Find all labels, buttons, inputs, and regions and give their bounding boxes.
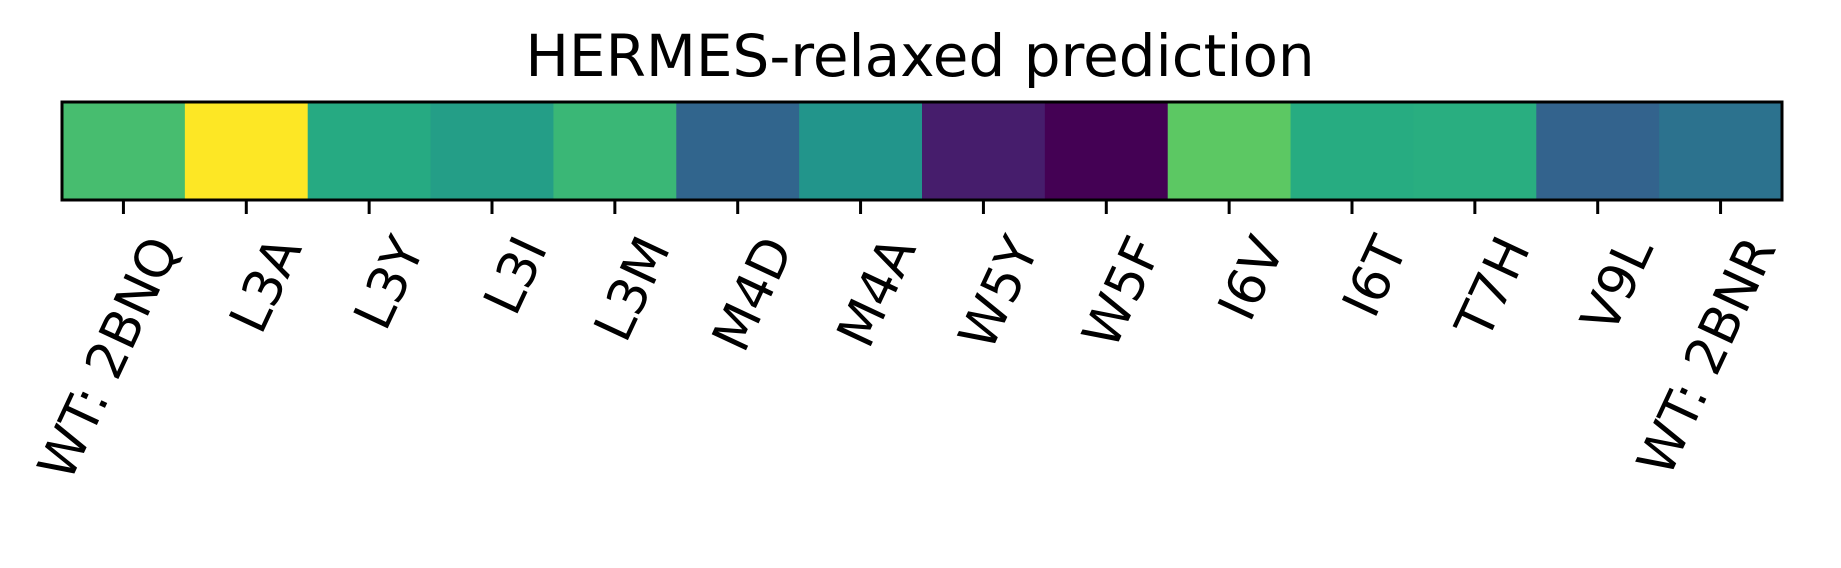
heatmap-cell <box>1290 102 1415 200</box>
heatmap-cell <box>1167 102 1292 200</box>
heatmap-cell <box>1413 102 1537 200</box>
heatmap-cell <box>676 102 800 200</box>
heatmap-cell <box>799 102 923 200</box>
heatmap-cell <box>1536 102 1660 200</box>
x-tick-label: W5Y <box>948 228 1052 359</box>
x-tick-label: I6V <box>1207 228 1297 330</box>
heatmap-cell <box>553 102 677 200</box>
x-tick-label: L3A <box>219 228 315 342</box>
x-tick-label: M4A <box>826 228 929 357</box>
x-tick-label: M4D <box>701 228 805 360</box>
chart-title: HERMES-relaxed prediction <box>525 22 1314 90</box>
heatmap-cell <box>1659 102 1783 200</box>
x-tick-label: L3I <box>473 228 560 323</box>
x-tick-label: WT: 2BNQ <box>27 228 191 489</box>
heatmap-cells <box>62 102 1783 200</box>
x-axis-ticks <box>121 200 1723 214</box>
x-tick-label: L3M <box>583 228 683 350</box>
x-axis-tick-labels: WT: 2BNQ L3A L3Y L3I L3M M4D M4A W5Y W5F I6V I6T T7… <box>27 228 1788 489</box>
x-tick-label: T7H <box>1444 228 1543 348</box>
heatmap-frame <box>60 100 1784 202</box>
x-tick-label: V9L <box>1570 228 1666 342</box>
heatmap-cell <box>62 102 186 200</box>
x-tick-label: L3Y <box>343 228 437 339</box>
heatmap-cell <box>307 102 432 200</box>
x-tick-label: W5F <box>1071 228 1174 357</box>
x-tick-label: I6T <box>1332 228 1420 326</box>
heatmap-cell <box>922 102 1046 200</box>
heatmap-cell <box>1044 102 1169 200</box>
heatmap-cell <box>430 102 555 200</box>
heatmap-cell <box>184 102 309 200</box>
